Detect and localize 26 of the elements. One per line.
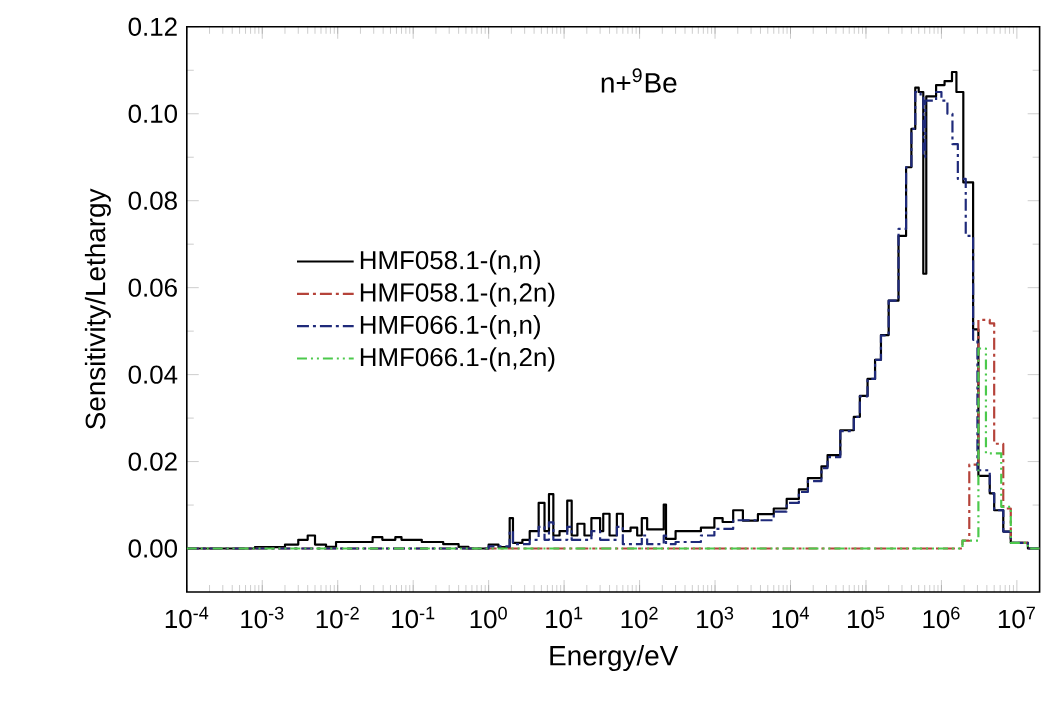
x-tick-label: 10$^{1}$ [546, 606, 583, 629]
x-axis-title: Energy/eV [550, 645, 679, 672]
y-axis-title: Sensitivity/Lethargy [84, 188, 111, 430]
y-tick-label: 0.12 [128, 17, 177, 36]
y-tick-label: 0.08 [128, 191, 177, 210]
x-tick-label: 10$^{-2}$ [316, 606, 359, 629]
y-tick-label: 0.00 [128, 539, 178, 558]
y-tick-label: 0.10 [128, 104, 178, 123]
legend-label: HMF058.1-(n,2n) [360, 282, 555, 307]
x-tick-label: 10$^{4}$ [772, 606, 809, 629]
x-tick-label: 10$^{0}$ [470, 606, 507, 629]
x-tick-label: 10$^{-4}$ [165, 606, 209, 629]
x-tick-label: 10$^{7}$ [998, 606, 1035, 629]
x-tick-label: 10$^{2}$ [621, 606, 658, 629]
y-tick-label: 0.04 [128, 365, 178, 384]
x-tick-label: 10$^{3}$ [697, 606, 734, 629]
y-tick-label: 0.06 [128, 278, 177, 297]
legend-label: HMF066.1-(n,2n) [360, 347, 555, 372]
x-tick-label: 10$^{5}$ [847, 606, 885, 629]
legend-label: HMF066.1-(n,n) [360, 314, 540, 340]
annotation: n+$^{9}$Be [601, 68, 677, 93]
legend-label: HMF058.1-(n,n) [360, 250, 540, 275]
y-tick-label: 0.02 [128, 452, 177, 471]
x-tick-label: 10$^{-3}$ [241, 606, 284, 629]
x-tick-label: 10$^{-1}$ [392, 606, 435, 629]
x-tick-label: 10$^{6}$ [923, 606, 960, 629]
